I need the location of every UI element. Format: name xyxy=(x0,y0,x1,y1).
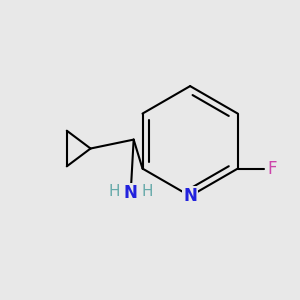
Text: H: H xyxy=(141,184,153,199)
Text: F: F xyxy=(268,160,277,178)
Text: N: N xyxy=(183,187,197,205)
Text: N: N xyxy=(124,184,138,202)
Text: H: H xyxy=(109,184,120,199)
